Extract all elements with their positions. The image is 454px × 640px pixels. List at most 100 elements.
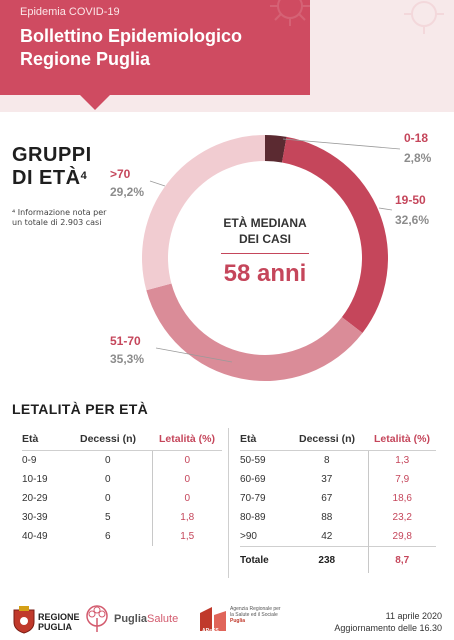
logo1-line2: PUGLIA — [38, 622, 73, 632]
cell-rate: 29,8 — [367, 527, 436, 547]
table-row: 60-69 37 7,9 — [240, 470, 436, 489]
leader-over-70 — [149, 180, 166, 187]
cell-deaths: 67 — [321, 493, 333, 504]
virus-decoration-icon — [270, 0, 310, 26]
regione-puglia-crest-icon — [13, 606, 35, 634]
table-row: 20-29 0 0 — [22, 489, 222, 508]
label-range-51-70: 51-70 — [110, 334, 141, 348]
label-range-over-70: >70 — [110, 167, 131, 181]
cell-deaths: 42 — [321, 531, 333, 542]
median-age-title: ETÀ MEDIANA DEI CASI — [205, 215, 325, 247]
label-range-19-50: 19-50 — [395, 193, 426, 207]
bulletin-date: 11 aprile 2020 — [385, 611, 442, 621]
update-time: Aggiornamento delle 16.30 — [334, 623, 442, 633]
median-age-divider — [221, 253, 309, 254]
age-donut-chart — [142, 135, 401, 381]
table-total-row: Totale 238 8,7 — [240, 546, 436, 573]
cell-age: 80-89 — [240, 512, 266, 523]
lethality-table-right: Età Decessi (n) Letalità (%) 50-59 8 1,3 6… — [240, 428, 436, 573]
page-title: Bollettino Epidemiologico Regione Puglia — [20, 26, 242, 69]
cell-age: 40-49 — [22, 531, 48, 542]
footnote: ⁴ Informazione nota per un totale di 2.9… — [12, 208, 107, 227]
aress-logo-icon — [200, 607, 226, 631]
label-pct-0-18: 2,8% — [404, 151, 432, 165]
label-range-0-18: 0-18 — [404, 131, 429, 145]
cell-total-label: Totale — [240, 546, 286, 573]
cell-total-deaths: 238 — [286, 546, 368, 573]
aress-logo-desc: Agenzia Regionale per la Salute ed il So… — [230, 606, 282, 624]
header-deaths: Decessi (n) — [286, 428, 368, 451]
cell-age: 30-39 — [22, 512, 48, 523]
header-age: Età — [240, 428, 286, 451]
median-age-value: 58 anni — [223, 260, 307, 287]
lethality-table-left: Età Decessi (n) Letalità (%) 0-9 0 0 10-19… — [22, 428, 222, 546]
cell-rate: 18,6 — [367, 489, 436, 508]
puglia-salute-logo-text: PugliaSalute — [114, 613, 178, 625]
label-pct-51-70: 35,3% — [110, 352, 145, 366]
aress-logo-name: AReSS — [202, 628, 219, 634]
cell-deaths: 6 — [104, 531, 111, 542]
cell-age: 70-79 — [240, 493, 266, 504]
lethality-title: LETALITÀ PER ETÀ — [12, 401, 148, 417]
logo2-part-a: Puglia — [114, 613, 148, 625]
median-age-title-line2: DEI CASI — [238, 232, 291, 246]
cell-deaths: 37 — [321, 474, 333, 485]
header-banner — [0, 0, 310, 110]
cell-age: >90 — [240, 531, 257, 542]
cell-deaths: 8 — [323, 455, 330, 466]
label-pct-over-70: 29,2% — [110, 185, 145, 199]
logo1-line1: REGIONE — [38, 612, 80, 622]
leader-19-50 — [378, 207, 393, 211]
virus-decoration-icon — [404, 1, 444, 34]
cell-deaths: 0 — [104, 474, 111, 485]
table-row: 80-89 88 23,2 — [240, 508, 436, 527]
median-age-title-line1: ETÀ MEDIANA — [223, 216, 307, 230]
slice-51-70 — [146, 283, 363, 381]
header-rate: Letalità (%) — [368, 428, 436, 451]
age-groups-title-line2: DI ETÀ4 — [12, 167, 92, 190]
table-row: 40-49 6 1,5 — [22, 527, 222, 546]
cell-age: 50-59 — [240, 455, 266, 466]
table-row: >90 42 29,8 — [240, 527, 436, 547]
footnote-mark: 4 — [80, 170, 88, 182]
puglia-salute-tree-icon — [86, 605, 108, 632]
cell-deaths: 88 — [321, 512, 333, 523]
table-header-row: Età Decessi (n) Letalità (%) — [240, 428, 436, 451]
header-kicker: Epidemia COVID-19 — [20, 6, 120, 18]
label-pct-19-50: 32,6% — [395, 213, 430, 227]
table-row: 50-59 8 1,3 — [240, 450, 436, 470]
cell-rate: 0 — [151, 489, 222, 508]
header-deaths: Decessi (n) — [64, 428, 152, 451]
logo3-desc: Agenzia Regionale per la Salute ed il So… — [230, 606, 281, 618]
slice-19-50 — [281, 136, 388, 333]
regione-puglia-logo-text: REGIONE PUGLIA — [38, 612, 80, 632]
logo2-part-b: Salute — [147, 613, 179, 625]
table-row: 10-19 0 0 — [22, 470, 222, 489]
logo3-sub: Puglia — [230, 618, 246, 624]
date-info: 11 aprile 2020 Aggiornamento delle 16.30 — [334, 610, 442, 634]
cell-rate: 1,8 — [151, 508, 222, 527]
cell-rate: 1,3 — [367, 450, 436, 470]
table-row: 70-79 67 18,6 — [240, 489, 436, 508]
table-divider — [228, 428, 229, 578]
age-groups-title-line1: GRUPPI — [12, 144, 92, 166]
cell-age: 60-69 — [240, 474, 266, 485]
header-rate: Letalità (%) — [152, 428, 222, 451]
header-age: Età — [22, 428, 64, 451]
slice-over-70 — [142, 135, 265, 291]
cell-total-rate: 8,7 — [367, 546, 436, 573]
slice-0-18 — [265, 135, 287, 163]
cell-age: 0-9 — [22, 455, 37, 466]
cell-deaths: 0 — [104, 493, 111, 504]
table-row: 30-39 5 1,8 — [22, 508, 222, 527]
cell-deaths: 0 — [104, 455, 111, 466]
cell-deaths: 5 — [104, 512, 111, 523]
cell-age: 10-19 — [22, 474, 48, 485]
cell-rate: 0 — [151, 470, 222, 489]
cell-age: 20-29 — [22, 493, 48, 504]
cell-rate: 0 — [151, 450, 222, 470]
leader-0-18 — [282, 138, 401, 150]
table-row: 0-9 0 0 — [22, 450, 222, 470]
table-header-row: Età Decessi (n) Letalità (%) — [22, 428, 222, 451]
age-groups-title-text: DI ETÀ — [12, 167, 81, 189]
